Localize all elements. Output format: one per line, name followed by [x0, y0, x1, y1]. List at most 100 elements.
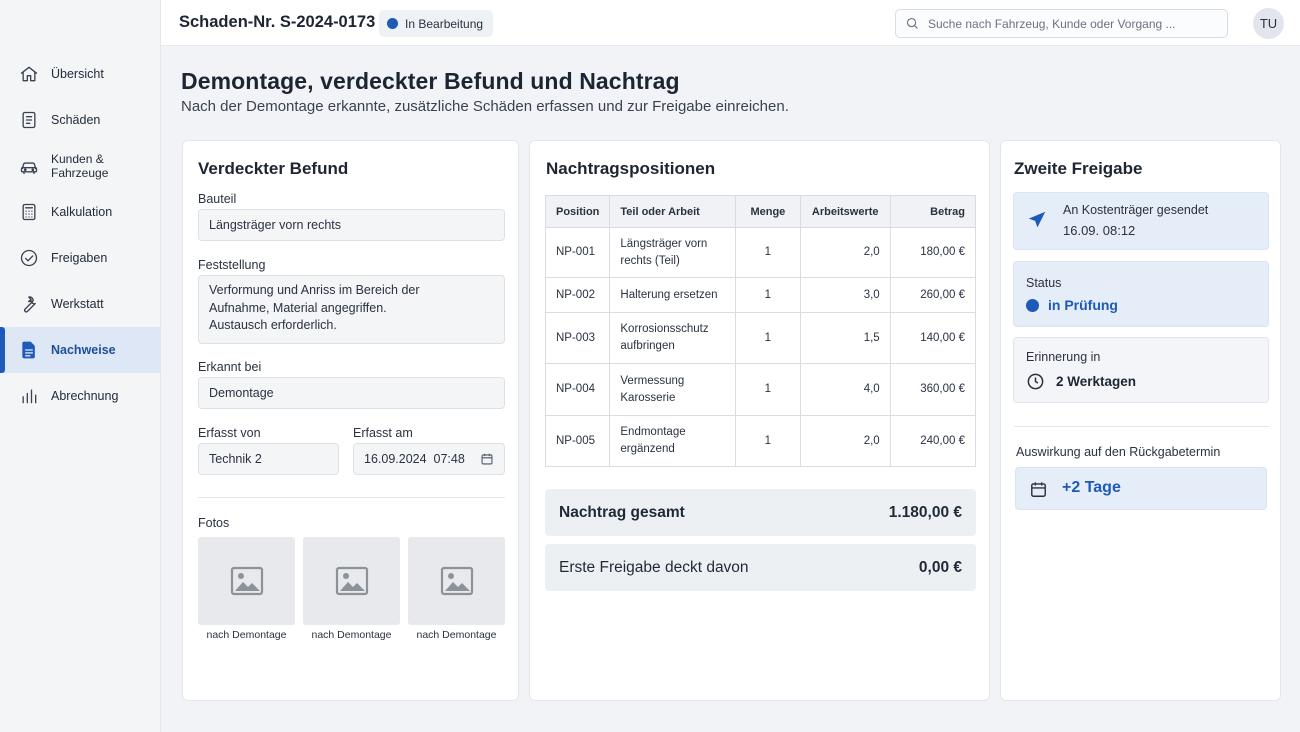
cell-betrag: 240,00 € [889, 415, 977, 467]
sidebar: Übersicht Schäden Kunden & Fahrzeuge Kal… [0, 0, 161, 732]
cell-menge: 1 [734, 312, 801, 364]
column-header: Arbeitswerte [799, 195, 891, 228]
nachtrag-total: Nachtrag gesamt 1.180,00 € [545, 489, 976, 536]
sidebar-item-werkstatt[interactable]: Werkstatt [0, 281, 161, 327]
status-badge: In Bearbeitung [379, 10, 494, 37]
feststellung-label: Feststellung [198, 258, 266, 272]
cell-position: NP-002 [544, 277, 611, 313]
photo-thumbnail[interactable] [408, 537, 505, 625]
table-row[interactable]: NP-002 Halterung ersetzen 1 3,0 260,00 € [544, 277, 977, 313]
impact-value: +2 Tage [1062, 479, 1121, 496]
image-icon [335, 566, 368, 596]
topbar: Schaden-Nr. S-2024-0173 In Bearbeitung T… [161, 0, 1300, 46]
sidebar-item-label: Kalkulation [51, 205, 113, 219]
sent-box: An Kostenträger gesendet 16.09. 08:12 [1013, 192, 1269, 250]
nachtrag-title: Nachtragspositionen [546, 159, 716, 178]
cell-betrag: 140,00 € [889, 312, 977, 364]
status-label: Status [1026, 276, 1062, 290]
covered-label: Erste Freigabe deckt davon [559, 558, 749, 576]
freigabe-title: Zweite Freigabe [1014, 159, 1143, 178]
feststellung-field[interactable]: Verformung und Anriss im Bereich der Auf… [198, 275, 505, 344]
befund-card: Verdeckter Befund Bauteil Längsträger vo… [182, 140, 519, 701]
clock-icon [1027, 373, 1044, 390]
table-header-row: Position Teil oder Arbeit Menge Arbeitsw… [544, 195, 977, 228]
sidebar-item-label: Freigaben [51, 251, 108, 265]
freigabe-divider [1014, 426, 1269, 427]
calendar-icon[interactable] [480, 452, 494, 466]
befund-title: Verdeckter Befund [198, 159, 349, 178]
nachtrag-card: Nachtragspositionen Position Teil oder A… [529, 140, 990, 701]
sidebar-item-freigaben[interactable]: Freigaben [0, 235, 161, 281]
send-icon [1028, 211, 1046, 228]
avatar[interactable]: TU [1253, 8, 1284, 39]
page-subtitle: Nach der Demontage erkannte, zusätzliche… [181, 98, 789, 115]
cell-teil: Endmontage ergänzend [609, 415, 736, 467]
wrench-icon [19, 294, 39, 314]
column-header: Position [544, 195, 611, 228]
sidebar-item-label: Abrechnung [51, 389, 119, 403]
cell-position: NP-004 [544, 363, 611, 416]
table-row[interactable]: NP-005 Endmontage ergänzend 1 2,0 240,00… [544, 415, 977, 467]
freigabe-card: Zweite Freigabe An Kostenträger gesendet… [1000, 140, 1281, 701]
sidebar-nav: Übersicht Schäden Kunden & Fahrzeuge Kal… [0, 51, 161, 419]
cell-menge: 1 [734, 227, 801, 278]
sidebar-item-nachweise[interactable]: Nachweise [0, 327, 161, 373]
cell-teil: Halterung ersetzen [609, 277, 736, 313]
cell-teil: Vermessung Karosserie [609, 363, 736, 416]
cell-arbeitswerte: 1,5 [799, 312, 891, 364]
cell-betrag: 360,00 € [889, 363, 977, 416]
table-row[interactable]: NP-003 Korrosionsschutz aufbringen 1 1,5… [544, 312, 977, 364]
sidebar-item-abrechnung[interactable]: Abrechnung [0, 373, 161, 419]
search-box [895, 9, 1228, 38]
calendar-icon [1031, 482, 1046, 497]
column-header: Menge [734, 195, 801, 228]
status-value: in Prüfung [1048, 297, 1118, 313]
cell-arbeitswerte: 2,0 [799, 227, 891, 278]
erfasst-von-field[interactable]: Technik 2 [198, 443, 339, 475]
file-icon [19, 340, 39, 360]
erfasst-am-value: 16.09.2024 07:48 [364, 452, 465, 466]
reminder-box: Erinnerung in 2 Werktagen [1013, 337, 1269, 403]
total-value: 1.180,00 € [888, 503, 962, 521]
photo-thumbnail[interactable] [198, 537, 295, 625]
sidebar-item-uebersicht[interactable]: Übersicht [0, 51, 161, 97]
erfasst-von-label: Erfasst von [198, 426, 261, 440]
photo-caption: nach Demontage [311, 629, 392, 641]
search-input[interactable] [928, 16, 1218, 31]
column-header: Teil oder Arbeit [609, 195, 736, 228]
home-icon [19, 64, 39, 84]
sidebar-item-kalkulation[interactable]: Kalkulation [0, 189, 161, 235]
sidebar-item-kunden-fahrzeuge[interactable]: Kunden & Fahrzeuge [0, 143, 161, 189]
bauteil-label: Bauteil [198, 192, 237, 206]
status-dot-icon [387, 18, 398, 29]
fotos-label: Fotos [198, 516, 230, 530]
sidebar-item-label: Kunden & Fahrzeuge [51, 152, 109, 180]
claim-title: Schaden-Nr. S-2024-0173 [179, 13, 376, 31]
total-label: Nachtrag gesamt [559, 503, 685, 521]
table-row[interactable]: NP-001 Längsträger vorn rechts (Teil) 1 … [544, 227, 977, 278]
photo-caption: nach Demontage [416, 629, 497, 641]
bar-chart-icon [19, 386, 39, 406]
sidebar-item-label: Übersicht [51, 67, 104, 81]
image-icon [440, 566, 473, 596]
cell-betrag: 260,00 € [889, 277, 977, 313]
impact-label: Auswirkung auf den Rückgabetermin [1016, 445, 1221, 459]
cell-position: NP-001 [544, 227, 611, 278]
cell-position: NP-003 [544, 312, 611, 364]
page-title: Demontage, verdeckter Befund und Nachtra… [181, 68, 680, 94]
photo-thumbnail[interactable] [303, 537, 400, 625]
sidebar-item-label: Nachweise [51, 343, 116, 357]
sidebar-item-label: Schäden [51, 113, 101, 127]
erkannt-field[interactable]: Demontage [198, 377, 505, 409]
bauteil-field[interactable]: Längsträger vorn rechts [198, 209, 505, 241]
sent-text: An Kostenträger gesendet [1063, 203, 1209, 217]
column-header: Betrag [889, 195, 977, 228]
cell-menge: 1 [734, 363, 801, 416]
sidebar-item-schaeden[interactable]: Schäden [0, 97, 161, 143]
cell-arbeitswerte: 2,0 [799, 415, 891, 467]
calculator-icon [19, 202, 39, 222]
cell-teil: Korrosionsschutz aufbringen [609, 312, 736, 364]
table-row[interactable]: NP-004 Vermessung Karosserie 1 4,0 360,0… [544, 363, 977, 416]
reminder-value: 2 Werktagen [1056, 374, 1137, 389]
erfasst-am-field[interactable]: 16.09.2024 07:48 [353, 443, 505, 475]
